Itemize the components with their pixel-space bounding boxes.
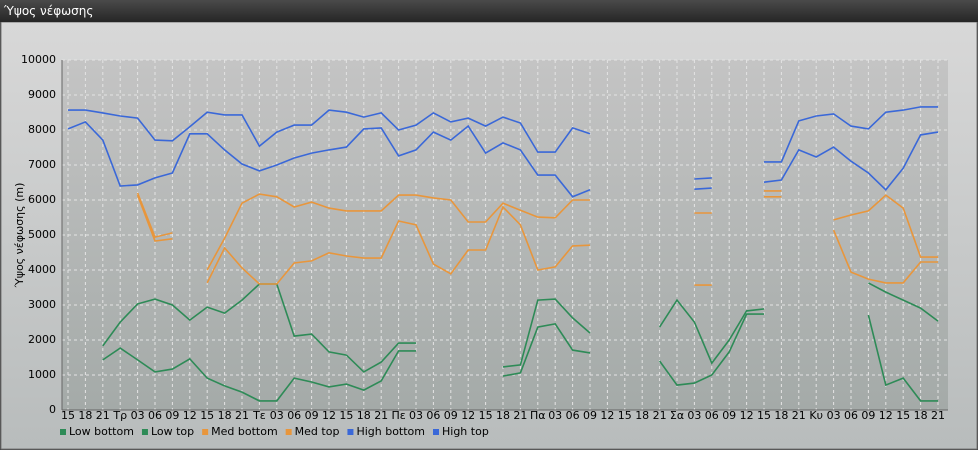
x-tick-label: 03 [548,409,562,422]
x-tick-label: 21 [792,409,806,422]
x-tick-label: 18 [774,409,788,422]
y-tick-label: 3000 [28,298,56,311]
x-tick-label: 09 [583,409,597,422]
window-title: Ύψος νέφωσης [0,0,978,22]
x-tick-label: 18 [635,409,649,422]
x-tick-label: 21 [374,409,388,422]
x-tick-label: 03 [270,409,284,422]
series-line [136,194,938,286]
legend-label: Med top [295,425,340,438]
legend-swatch [433,429,439,435]
x-tick-label: 06 [426,409,440,422]
x-tick-label: 15 [479,409,493,422]
x-tick-label: 03 [131,409,145,422]
x-tick-label: 18 [914,409,928,422]
x-tick-label: 12 [879,409,893,422]
x-tick-label: 18 [496,409,510,422]
y-tick-label: 7000 [28,158,56,171]
x-tick-label: 15 [200,409,214,422]
y-tick-label: 9000 [28,88,56,101]
legend-label: Low top [151,425,194,438]
x-tick-label: Πε [391,409,405,422]
x-tick-label: 21 [931,409,945,422]
x-tick-label: 12 [322,409,336,422]
series-line [102,313,938,402]
x-tick-label: Κυ [809,409,823,422]
y-tick-label: 6000 [28,193,56,206]
x-tick-label: 18 [78,409,92,422]
x-tick-label: 03 [827,409,841,422]
legend-label: High top [442,425,489,438]
x-tick-label: 09 [861,409,875,422]
legend-swatch [141,429,148,435]
y-tick-label: 4000 [28,263,56,276]
x-tick-label: 06 [705,409,719,422]
y-tick-label: 0 [49,403,56,416]
series-line [136,190,938,271]
x-tick-label: 09 [165,409,179,422]
x-tick-label: 06 [148,409,162,422]
x-tick-label: Σα [670,409,684,422]
legend-label: Med bottom [211,425,278,438]
x-tick-label: 21 [235,409,249,422]
x-tick-label: 21 [513,409,527,422]
x-tick-label: 03 [687,409,701,422]
x-tick-label: 12 [600,409,614,422]
x-tick-label: Τρ [112,409,127,422]
y-tick-label: 8000 [28,123,56,136]
series-line [67,120,939,198]
x-tick-label: 09 [444,409,458,422]
x-tick-label: 15 [618,409,632,422]
y-tick-label: 5000 [28,228,56,241]
x-tick-label: Πα [530,409,546,422]
x-tick-label: 12 [461,409,475,422]
x-tick-label: 09 [305,409,319,422]
x-tick-label: 09 [722,409,736,422]
chart: Ύψος νέφωσης (m) 0 1000 2000 3000 4000 5000 60… [0,22,978,450]
legend-label: Low bottom [69,425,134,438]
x-tick-label: 18 [357,409,371,422]
x-tick-label: Τε [252,409,266,422]
legend-swatch [285,429,292,435]
x-tick-label: 15 [757,409,771,422]
x-tick-label: 15 [339,409,353,422]
series-line [68,106,938,180]
x-tick-label: 18 [218,409,232,422]
y-tick-label: 10000 [21,53,56,66]
x-tick-label: 12 [740,409,754,422]
legend-label: High bottom [356,425,425,438]
x-tick-label: 21 [653,409,667,422]
x-tick-label: 15 [61,409,75,422]
x-tick-label: 15 [896,409,910,422]
x-tick-label: 12 [183,409,197,422]
legend-swatch [60,429,66,435]
x-tick-label: 21 [96,409,110,422]
x-tick-label: 03 [409,409,423,422]
x-tick-label: 06 [844,409,858,422]
y-tick-label: 1000 [28,368,56,381]
legend-swatch [202,429,209,435]
legend-swatch [347,429,354,435]
y-tick-label: 2000 [28,333,56,346]
x-tick-label: 06 [566,409,580,422]
y-axis-label: Ύψος νέφωσης (m) [13,183,26,289]
x-tick-label: 06 [287,409,301,422]
